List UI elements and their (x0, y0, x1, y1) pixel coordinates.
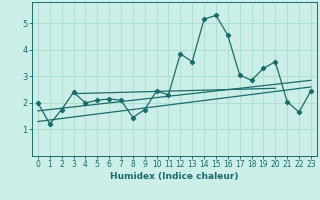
X-axis label: Humidex (Indice chaleur): Humidex (Indice chaleur) (110, 172, 239, 181)
